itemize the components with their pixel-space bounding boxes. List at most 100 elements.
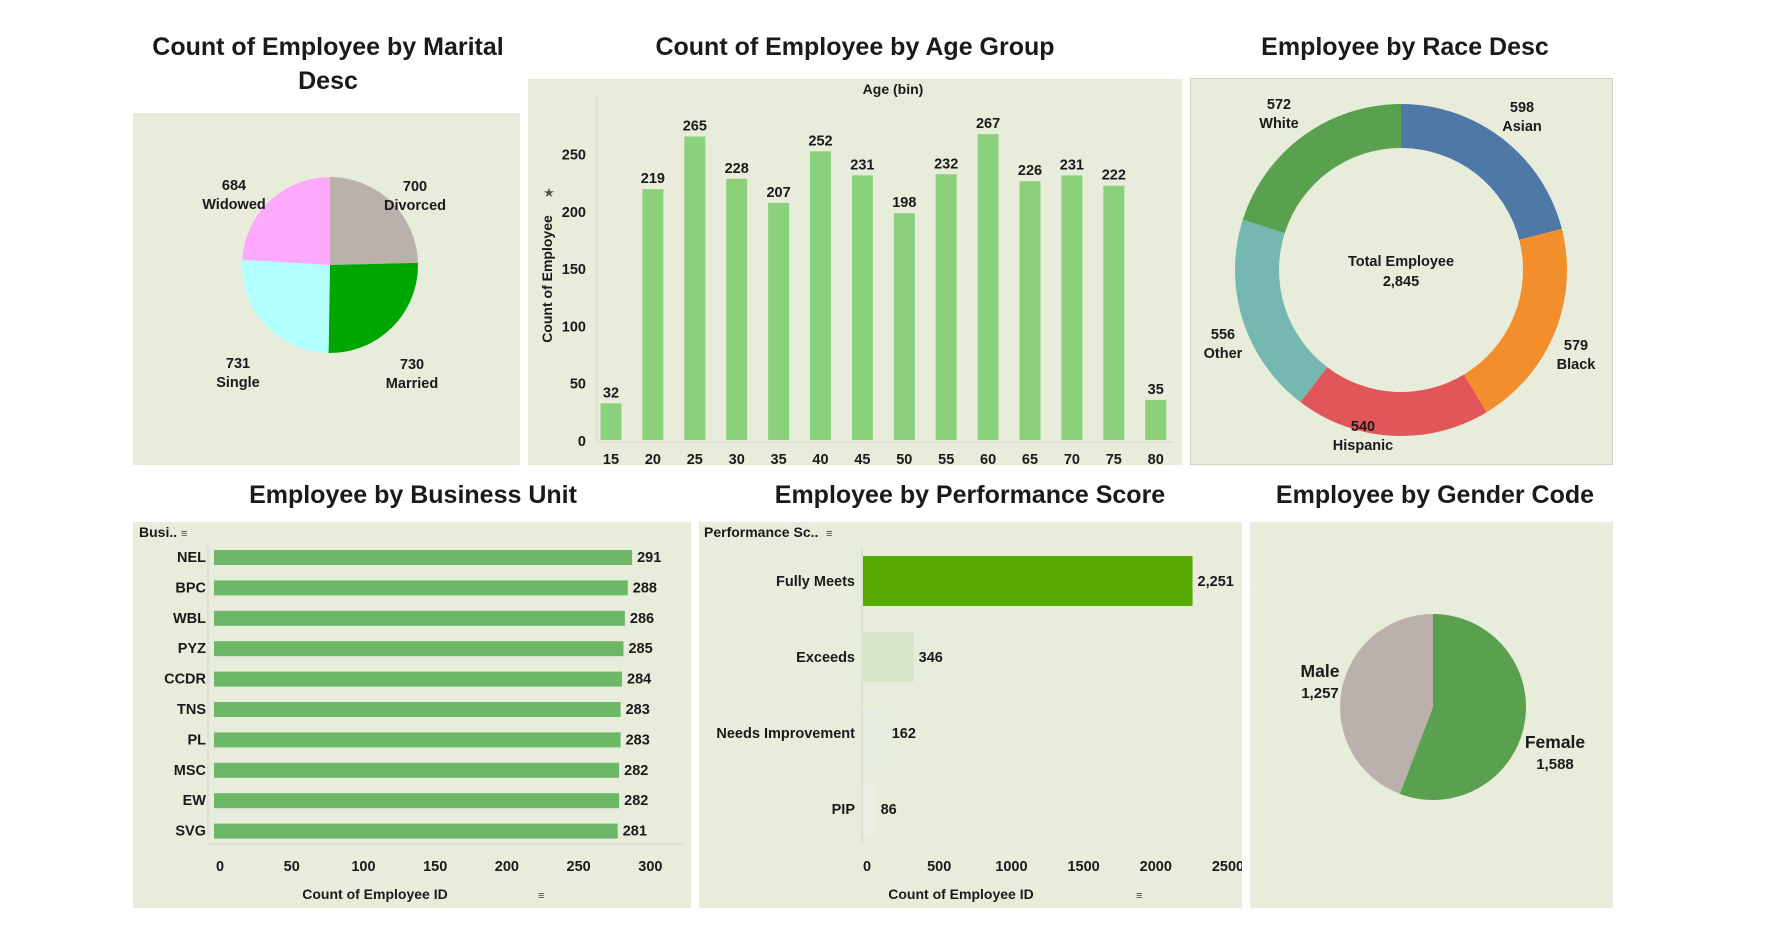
performance-sort-icon: ≡: [826, 528, 832, 540]
business-bar-nel: [214, 550, 633, 565]
age-x-tick-50: 50: [896, 452, 912, 465]
marital-chart-title: Count of Employee by Marital Desc: [152, 33, 504, 95]
marital-label-married: Married: [386, 376, 438, 392]
business-bar-value-tns: 283: [626, 702, 650, 718]
race-slice-hispanic: [1300, 367, 1487, 436]
age-bar-60: [977, 134, 999, 440]
business-bar-value-ccdr: 284: [627, 672, 651, 688]
business-bar-msc: [214, 762, 620, 778]
age-bar-value-50: 198: [892, 195, 916, 211]
age-bar-value-60: 267: [976, 116, 1000, 132]
race-value-asian: 598: [1510, 100, 1534, 116]
business-bar-value-wbl: 286: [630, 611, 654, 627]
business-category-pl: PL: [187, 732, 206, 748]
gender-label-female: Female: [1525, 732, 1586, 752]
age-x-tick-75: 75: [1106, 452, 1122, 465]
age-bar-45: [851, 175, 873, 440]
age-x-tick-25: 25: [687, 452, 703, 465]
race-panel: 598 Asian 579 Black 540 Hispanic 556 Other 572 Wh…: [1190, 78, 1613, 465]
business-bar-svg: [214, 823, 618, 839]
age-x-tick-65: 65: [1022, 452, 1038, 465]
age-bar-value-15: 32: [603, 385, 619, 401]
business-chart-title: Employee by Business Unit: [249, 481, 577, 509]
age-bar-30: [726, 178, 748, 440]
marital-pie-chart: 700 Divorced 730 Married 731 Single 684 Widowed: [202, 177, 446, 392]
business-category-svg: SVG: [175, 824, 206, 840]
race-slice-asian: [1401, 104, 1562, 240]
gender-slice-male: [1340, 614, 1433, 794]
age-bar-20: [642, 189, 664, 440]
age-x-tick-55: 55: [938, 452, 954, 465]
age-bar-75: [1103, 185, 1125, 440]
performance-bar-value-exceeds: 346: [919, 650, 943, 666]
business-bar-ccdr: [214, 671, 623, 687]
business-x-tick-50: 50: [284, 859, 300, 875]
age-bar-value-20: 219: [641, 171, 665, 187]
performance-bar-needs-improvement: [863, 708, 887, 758]
race-chart-title: Employee by Race Desc: [1261, 33, 1549, 61]
business-x-tick-100: 100: [351, 859, 375, 875]
marital-label-divorced: Divorced: [384, 198, 446, 214]
performance-x-axis-title: Count of Employee ID: [888, 886, 1033, 902]
age-x-tick-45: 45: [854, 452, 870, 465]
race-label-white: White: [1259, 116, 1298, 132]
business-x-tick-300: 300: [638, 859, 662, 875]
marital-slice-single: [242, 259, 330, 353]
marital-panel: 700 Divorced 730 Married 731 Single 684 Widowed: [133, 113, 520, 465]
performance-panel: Performance Sc.. ≡ Fully Meets 2,251 Exceeds…: [699, 522, 1244, 908]
gender-pie-chart: 1,588 Female 1,257 Male: [1301, 614, 1586, 800]
age-x-tick-40: 40: [812, 452, 828, 465]
business-panel: Busi.. ≡ NEL 291 BPC 288 WBL 286 PYZ 285 CCDR 284 TN…: [133, 522, 691, 908]
business-category-ew: EW: [183, 793, 207, 809]
race-label-black: Black: [1557, 357, 1597, 373]
business-bar-wbl: [214, 610, 625, 626]
business-bar-bpc: [214, 580, 628, 596]
age-y-tick-250: 250: [562, 148, 586, 164]
performance-bar-fully-meets: [863, 556, 1193, 606]
age-bar-value-35: 207: [766, 185, 790, 201]
gender-panel: 1,588 Female 1,257 Male: [1250, 522, 1613, 908]
age-y-tick-150: 150: [562, 262, 586, 278]
race-slice-black: [1463, 228, 1567, 413]
performance-category-fully-meets: Fully Meets: [776, 574, 855, 590]
marital-slice-widowed: [242, 177, 330, 265]
business-x-axis-title: Count of Employee ID: [302, 886, 447, 902]
age-bar-80: [1145, 399, 1167, 440]
age-bar-50: [893, 213, 915, 440]
age-x-tick-20: 20: [645, 452, 661, 465]
marital-value-widowed: 684: [222, 178, 246, 194]
age-bar-value-55: 232: [934, 156, 958, 172]
performance-x-tick-2500: 2500: [1212, 859, 1242, 875]
business-category-nel: NEL: [177, 550, 206, 566]
business-bar-value-bpc: 288: [633, 580, 657, 596]
age-bar-70: [1061, 175, 1083, 440]
performance-x-tick-1000: 1000: [995, 859, 1027, 875]
performance-category-pip: PIP: [832, 802, 856, 818]
performance-bar-value-pip: 86: [881, 802, 897, 818]
business-xlabel-sort-icon: ≡: [538, 890, 544, 902]
age-bar-40: [810, 151, 831, 440]
business-bar-value-svg: 281: [623, 824, 647, 840]
age-bar-value-80: 35: [1148, 382, 1164, 398]
race-slice-other: [1235, 219, 1328, 403]
business-category-msc: MSC: [174, 763, 207, 779]
age-bar-65: [1019, 181, 1041, 441]
age-bar-value-75: 222: [1102, 168, 1126, 184]
age-bar-55: [935, 174, 957, 440]
performance-xlabel-sort-icon: ≡: [1136, 890, 1142, 902]
gender-slice-female: [1399, 614, 1526, 800]
age-pin-icon: ★: [543, 185, 555, 200]
age-x-tick-30: 30: [729, 452, 745, 465]
age-bar-value-65: 226: [1018, 163, 1042, 179]
business-axis-header: Busi..: [139, 524, 177, 540]
race-label-asian: Asian: [1502, 119, 1542, 135]
race-center-label: Total Employee: [1348, 254, 1454, 270]
performance-category-exceeds: Exceeds: [796, 650, 855, 666]
age-y-tick-0: 0: [578, 434, 586, 450]
performance-x-tick-2000: 2000: [1140, 859, 1172, 875]
performance-x-tick-1500: 1500: [1067, 859, 1099, 875]
business-bar-chart: Busi.. ≡ NEL 291 BPC 288 WBL 286 PYZ 285 CCDR 284 TN…: [139, 524, 683, 902]
business-category-ccdr: CCDR: [164, 672, 206, 688]
gender-label-male: Male: [1301, 661, 1340, 681]
age-y-tick-100: 100: [562, 319, 586, 335]
